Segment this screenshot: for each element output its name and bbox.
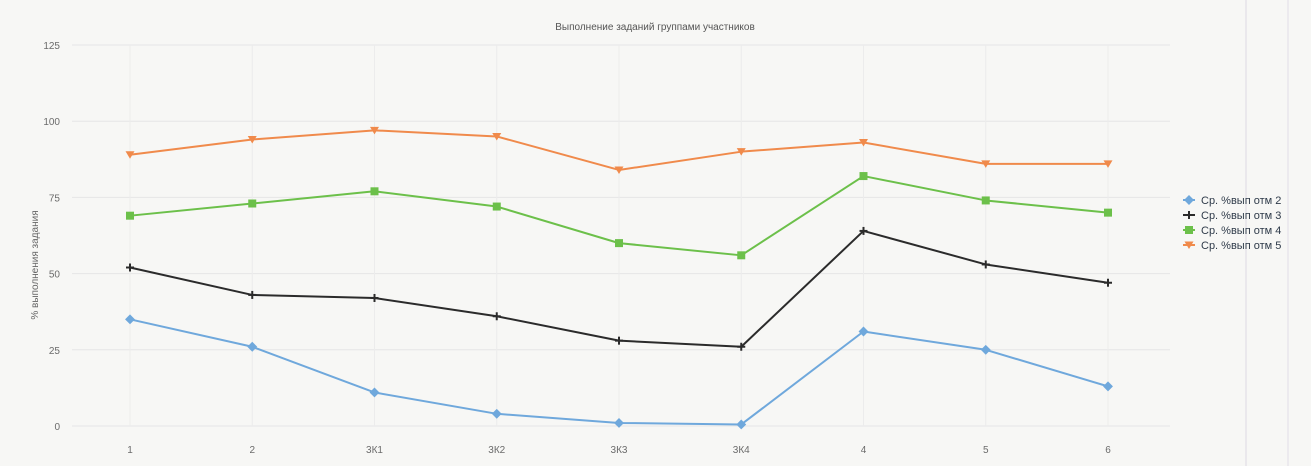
- data-point: [858, 326, 869, 337]
- legend-item: Ср. %вып отм 2: [1183, 195, 1281, 207]
- data-point: [1103, 160, 1113, 168]
- y-tick-label: 75: [49, 193, 61, 204]
- data-point: [370, 187, 379, 196]
- y-tick-label: 25: [49, 346, 61, 357]
- legend-marker: [1184, 195, 1194, 205]
- legend-label: Ср. %вып отм 3: [1201, 210, 1281, 222]
- data-point: [126, 211, 134, 220]
- legend-marker: [1185, 211, 1193, 219]
- y-tick-label: 50: [49, 270, 61, 281]
- data-point: [492, 312, 501, 321]
- data-point: [859, 172, 868, 181]
- data-point: [859, 226, 868, 235]
- data-point: [736, 148, 746, 156]
- data-point: [370, 126, 379, 135]
- x-tick-label: 1: [127, 445, 133, 456]
- data-point: [614, 418, 624, 428]
- data-point: [737, 342, 746, 351]
- data-point: [1104, 208, 1112, 217]
- series-group: [125, 126, 1113, 430]
- legend-item: Ср. %вып отм 3: [1183, 210, 1281, 222]
- y-tick-label: 0: [54, 422, 60, 433]
- y-axis-title: % выполнения задания: [30, 210, 41, 319]
- x-tick-label: 3К4: [733, 445, 750, 456]
- data-point: [736, 419, 747, 430]
- data-point: [615, 336, 623, 345]
- legend-marker: [1184, 241, 1194, 249]
- legend-item: Ср. %вып отм 4: [1183, 225, 1281, 237]
- data-point: [248, 199, 257, 208]
- chart-title: Выполнение заданий группами участников: [555, 22, 755, 33]
- y-tick-label: 100: [43, 117, 60, 128]
- data-point: [370, 293, 379, 302]
- legend-marker: [1185, 226, 1193, 234]
- data-point: [614, 166, 624, 174]
- legend-item: Ср. %вып отм 5: [1183, 240, 1281, 252]
- series-1: [125, 314, 1113, 430]
- data-point: [247, 341, 258, 352]
- data-point: [1103, 381, 1113, 392]
- x-tick-label: 3К3: [611, 445, 628, 456]
- data-point: [981, 196, 990, 205]
- data-point: [737, 251, 746, 260]
- x-tick-label: 4: [861, 445, 867, 456]
- legend: Ср. %вып отм 2 Ср. %вып отм 3 Ср. %вып отм…: [1183, 195, 1281, 252]
- data-point: [491, 408, 502, 419]
- data-point: [126, 263, 134, 272]
- data-point: [615, 239, 623, 248]
- data-point: [859, 139, 868, 147]
- x-axis: 1 2 3К1 3К2 3К3 3К4 4 5 6: [127, 445, 1111, 456]
- y-tick-label: 125: [43, 41, 60, 52]
- grid: [72, 44, 1170, 427]
- data-point: [492, 202, 501, 211]
- x-tick-label: 3К1: [366, 445, 383, 456]
- data-point: [980, 344, 991, 355]
- x-tick-label: 2: [249, 445, 255, 456]
- legend-label: Ср. %вып отм 2: [1201, 195, 1281, 207]
- data-point: [369, 387, 380, 398]
- x-tick-label: 3К2: [488, 445, 505, 456]
- series-4: [125, 126, 1113, 174]
- data-point: [492, 132, 502, 141]
- data-point: [125, 151, 135, 159]
- series-2: [126, 226, 1112, 351]
- x-tick-label: 5: [983, 445, 989, 456]
- legend-label: Ср. %вып отм 5: [1201, 240, 1281, 252]
- x-tick-label: 6: [1105, 445, 1111, 456]
- data-point: [1104, 278, 1112, 287]
- series-3: [126, 172, 1112, 260]
- data-point: [248, 290, 257, 299]
- data-point: [981, 260, 990, 269]
- legend-label: Ср. %вып отм 4: [1201, 225, 1281, 237]
- data-point: [981, 160, 991, 168]
- data-point: [247, 135, 257, 144]
- y-axis: 0 25 50 75 100 125: [43, 41, 60, 433]
